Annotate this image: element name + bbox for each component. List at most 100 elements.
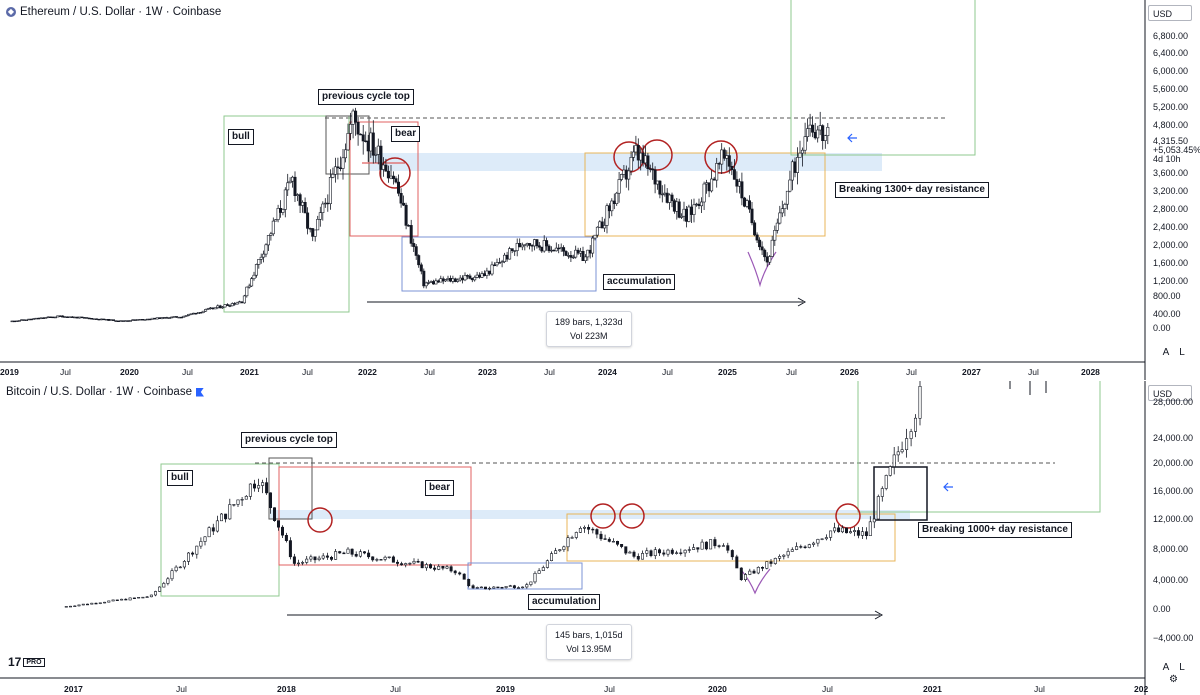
eth-candle xyxy=(211,307,215,310)
eth-candle xyxy=(15,320,19,322)
eth-title: Ethereum / U.S. Dollar · 1W · Coinbase xyxy=(20,6,222,18)
btc-candle xyxy=(864,531,868,536)
btc-candle xyxy=(342,552,346,555)
eth-anno-breaking-resistance[interactable]: Breaking 1300+ day resistance xyxy=(835,182,989,198)
eth-auto-scale-button[interactable]: A xyxy=(1162,347,1170,358)
eth-candle xyxy=(717,163,721,165)
btc-candle xyxy=(77,604,81,607)
eth-anno-bear[interactable]: bear xyxy=(391,126,421,142)
eth-anno-accumulation[interactable]: accumulation xyxy=(603,274,676,290)
eth-chart[interactable] xyxy=(0,0,1200,380)
eth-candle xyxy=(765,256,769,263)
btc-header: Bitcoin / U.S. Dollar · 1W · Coinbase xyxy=(6,386,204,398)
btc-anno-bear[interactable]: bear xyxy=(425,480,455,496)
eth-range-arrow-head xyxy=(797,297,807,307)
btc-candle xyxy=(562,546,566,550)
eth-candle xyxy=(422,270,426,287)
btc-currency-select[interactable]: USD xyxy=(1148,385,1192,401)
eth-candle xyxy=(492,264,496,266)
btc-log-scale-button[interactable]: L xyxy=(1179,662,1185,673)
btc-chart-pane[interactable]: Bitcoin / U.S. Dollar · 1W · Coinbase US… xyxy=(0,381,1200,695)
eth-candle xyxy=(617,179,621,194)
eth-candle xyxy=(235,302,239,305)
eth-candle xyxy=(184,315,188,317)
eth-candle xyxy=(221,306,225,309)
eth-candle xyxy=(283,189,287,210)
eth-candle xyxy=(228,305,232,307)
btc-candle xyxy=(730,550,734,558)
btc-candle xyxy=(599,533,603,540)
eth-log-scale-button[interactable]: L xyxy=(1179,347,1185,358)
eth-chart-pane[interactable]: ◆ Ethereum / U.S. Dollar · 1W · Coinbase… xyxy=(0,0,1200,380)
btc-y-tick-label: 4,000.00 xyxy=(1153,575,1189,585)
eth-anno-previous-cycle-top[interactable]: previous cycle top xyxy=(318,89,414,105)
eth-candle xyxy=(712,178,716,181)
btc-candle xyxy=(653,549,657,556)
btc-candle xyxy=(162,583,166,588)
eth-candles xyxy=(10,107,830,323)
btc-candle xyxy=(354,554,358,557)
btc-candle xyxy=(236,499,240,505)
btc-candle xyxy=(321,555,325,559)
btc-auto-scale-button[interactable]: A xyxy=(1162,662,1170,673)
btc-candle xyxy=(158,586,162,592)
eth-candle xyxy=(737,181,741,187)
eth-range-bars: 189 bars, 1,323d xyxy=(555,317,623,327)
eth-x-tick-label: Jul xyxy=(60,367,71,377)
btc-y-tick-label: 20,000.00 xyxy=(1153,458,1194,468)
btc-candle xyxy=(261,482,265,486)
eth-currency-select[interactable]: USD xyxy=(1148,5,1192,21)
btc-candles xyxy=(64,381,922,608)
eth-candle xyxy=(785,190,789,205)
btc-breakout-box xyxy=(873,466,928,521)
eth-anno-bull[interactable]: bull xyxy=(228,129,254,145)
eth-candle xyxy=(41,317,45,319)
eth-x-tick-label: Jul xyxy=(302,367,313,377)
btc-candle xyxy=(852,530,856,533)
btc-anno-bull[interactable]: bull xyxy=(167,470,193,486)
btc-candle xyxy=(790,549,794,552)
eth-candle xyxy=(475,274,479,278)
btc-bear-box xyxy=(278,466,472,566)
eth-candle xyxy=(381,164,385,170)
btc-candle xyxy=(529,581,533,585)
btc-anno-breaking-resistance[interactable]: Breaking 1000+ day resistance xyxy=(918,522,1072,538)
eth-candle xyxy=(328,177,332,205)
eth-candle xyxy=(646,155,650,170)
eth-candle xyxy=(468,275,472,279)
btc-candle xyxy=(748,570,752,575)
btc-candle xyxy=(257,485,261,489)
btc-candle xyxy=(578,528,582,533)
eth-candle xyxy=(576,249,580,254)
eth-y-tick-label: 1,600.00 xyxy=(1153,258,1189,268)
eth-candle xyxy=(17,320,21,322)
btc-candle xyxy=(224,513,228,520)
eth-candle xyxy=(85,317,89,319)
btc-candle xyxy=(207,527,211,538)
eth-candle xyxy=(790,161,794,181)
eth-candle xyxy=(684,208,688,222)
btc-candle xyxy=(248,483,252,497)
btc-candle xyxy=(607,538,611,542)
flag-icon[interactable] xyxy=(195,387,204,397)
eth-candle xyxy=(803,136,807,151)
btc-anno-accumulation[interactable]: accumulation xyxy=(528,594,601,610)
btc-candle xyxy=(265,482,269,494)
btc-candle xyxy=(379,559,383,561)
eth-candle xyxy=(574,249,578,258)
btc-candle xyxy=(90,602,94,605)
btc-chart[interactable] xyxy=(0,381,1200,695)
btc-candle xyxy=(453,570,457,574)
btc-candle xyxy=(683,549,687,554)
eth-candle xyxy=(250,278,254,287)
btc-anno-previous-cycle-top[interactable]: previous cycle top xyxy=(241,432,337,448)
btc-candle xyxy=(735,556,739,569)
btc-candle xyxy=(508,585,512,587)
settings-gear-icon[interactable]: ⚙ xyxy=(1169,674,1178,685)
eth-candle xyxy=(811,124,815,133)
eth-candle xyxy=(465,275,469,277)
btc-v-mark xyxy=(741,568,771,595)
btc-candle xyxy=(860,531,864,536)
eth-candle xyxy=(160,317,164,320)
eth-y-tick-label: 6,400.00 xyxy=(1153,48,1189,58)
